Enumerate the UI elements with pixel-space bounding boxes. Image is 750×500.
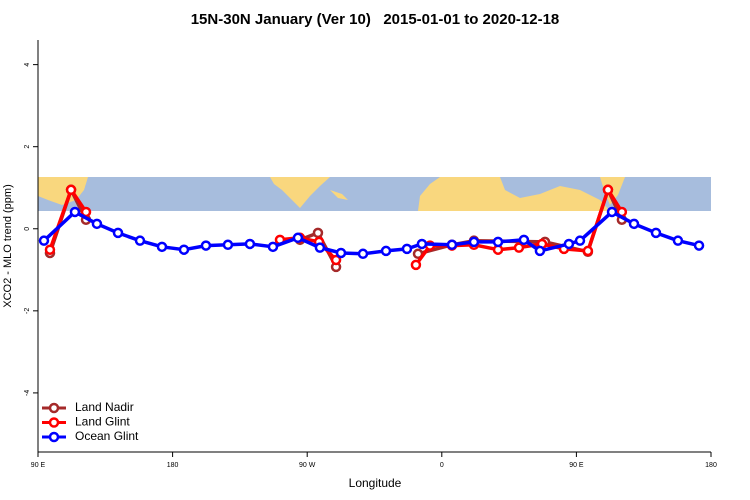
data-point bbox=[69, 206, 81, 218]
map-band bbox=[38, 177, 711, 211]
data-point bbox=[200, 240, 212, 251]
data-point bbox=[65, 184, 77, 196]
data-point bbox=[380, 245, 392, 257]
data-point bbox=[446, 239, 458, 251]
data-point bbox=[357, 248, 369, 260]
data-point bbox=[468, 236, 480, 248]
data-point bbox=[292, 232, 304, 244]
data-point bbox=[156, 241, 168, 253]
data-point bbox=[222, 239, 234, 251]
data-point bbox=[650, 227, 662, 239]
data-point bbox=[91, 218, 103, 230]
y-tick-label: -4 bbox=[24, 390, 31, 396]
x-tick-label: 90 W bbox=[299, 462, 316, 469]
data-point bbox=[335, 247, 347, 259]
data-point bbox=[330, 254, 342, 266]
y-tick-label: 2 bbox=[24, 145, 31, 149]
data-point bbox=[314, 242, 326, 253]
data-point bbox=[693, 240, 705, 251]
data-point bbox=[44, 244, 56, 255]
data-point bbox=[513, 242, 525, 253]
y-tick-label: -2 bbox=[24, 308, 31, 314]
data-point bbox=[401, 243, 413, 255]
data-point bbox=[628, 218, 640, 230]
data-point bbox=[112, 227, 124, 239]
data-point bbox=[178, 244, 190, 255]
data-point bbox=[410, 259, 422, 271]
data-point bbox=[267, 241, 279, 253]
data-point bbox=[134, 235, 146, 246]
x-tick-label: 90 E bbox=[569, 462, 584, 469]
x-tick-label: 180 bbox=[705, 462, 717, 469]
legend-label: Land Glint bbox=[75, 415, 130, 429]
data-point bbox=[672, 235, 684, 246]
data-point bbox=[602, 184, 614, 196]
data-point bbox=[312, 227, 324, 239]
data-point bbox=[38, 235, 50, 246]
x-axis-label: Longitude bbox=[349, 476, 402, 490]
y-tick-label: 0 bbox=[24, 227, 31, 231]
legend-label: Land Nadir bbox=[75, 400, 134, 414]
legend-marker bbox=[48, 431, 60, 443]
data-point bbox=[606, 206, 618, 218]
legend-label: Ocean Glint bbox=[75, 429, 139, 443]
y-axis-label: XCO2 - MLO trend (ppm) bbox=[2, 184, 14, 307]
data-point bbox=[563, 238, 575, 250]
data-point bbox=[492, 236, 504, 248]
data-point bbox=[244, 238, 256, 250]
x-tick-label: 90 E bbox=[31, 462, 46, 469]
y-tick-label: 4 bbox=[24, 63, 31, 67]
data-point bbox=[582, 245, 594, 257]
data-point bbox=[518, 234, 530, 246]
chart-title: 15N-30N January (Ver 10) 2015-01-01 to 2… bbox=[191, 11, 560, 28]
legend-marker bbox=[48, 417, 60, 428]
data-point bbox=[574, 235, 586, 246]
series-line bbox=[42, 210, 700, 256]
x-tick-label: 0 bbox=[440, 462, 444, 469]
x-tick-label: 180 bbox=[167, 462, 179, 469]
data-point bbox=[534, 245, 546, 257]
data-point bbox=[416, 238, 428, 250]
legend-marker bbox=[48, 402, 60, 414]
